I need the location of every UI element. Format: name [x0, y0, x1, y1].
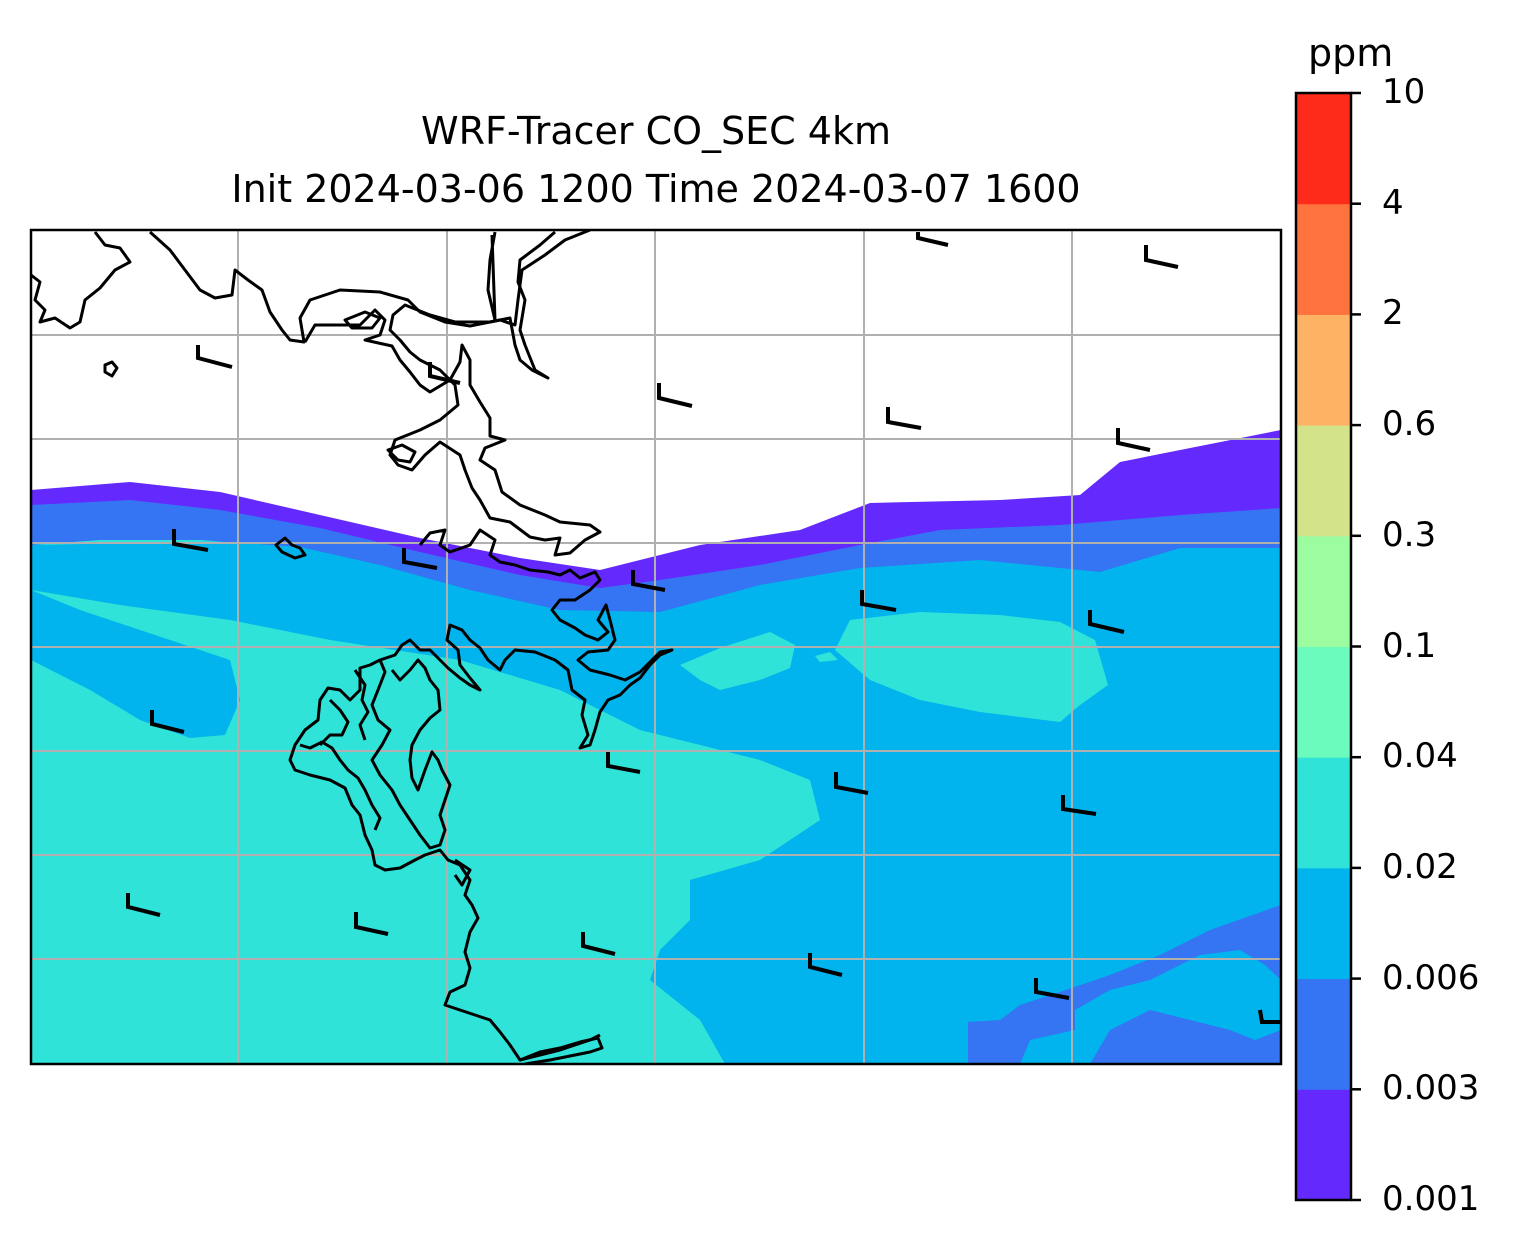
colorbar-segment — [1296, 203, 1351, 315]
colorbar-segment — [1296, 1089, 1351, 1201]
colorbar-tick-label: 0.001 — [1382, 1179, 1480, 1219]
coastline-island-3 — [386, 443, 417, 464]
contour-0.006-left — [31, 590, 240, 738]
chart-subtitle: Init 2024-03-06 1200 Time 2024-03-07 160… — [231, 167, 1081, 211]
wind-barb — [428, 362, 461, 385]
coastline-sound-2 — [299, 740, 382, 831]
colorbar — [1294, 91, 1361, 1202]
colorbar-tick-label: 0.04 — [1382, 736, 1458, 777]
colorbar-segment — [1296, 314, 1351, 426]
coastline-river — [486, 231, 497, 322]
colorbar-segment — [1296, 757, 1351, 869]
colorbar-tick-label: 10 — [1382, 72, 1426, 112]
coastline-north-2 — [148, 230, 591, 344]
wind-barb — [126, 893, 161, 917]
colorbar-tick-label: 4 — [1382, 182, 1404, 223]
colorbar-unit: ppm — [1308, 31, 1394, 75]
map-field — [31, 230, 1281, 1064]
wind-barb — [606, 752, 641, 774]
colorbar-segment — [1296, 867, 1351, 980]
coastline-island-4 — [343, 310, 382, 330]
colorbar-tick-label: 2 — [1382, 293, 1404, 334]
wind-barb — [1258, 1009, 1281, 1024]
contour-0.003-lower — [968, 905, 1281, 1064]
wind-barb — [1144, 245, 1179, 269]
wind-barb — [1061, 795, 1097, 816]
coastline-sound-3 — [318, 698, 350, 747]
colorbar-segment — [1296, 535, 1351, 647]
contour-0.006-lower-inner — [1020, 950, 1281, 1064]
wind-barb — [657, 383, 693, 408]
wind-barb — [631, 570, 666, 592]
wind-barbs — [126, 232, 1281, 1024]
wind-barb — [196, 345, 233, 369]
coastline-bay — [519, 1036, 604, 1064]
coastline-sound-4 — [353, 669, 370, 741]
coastline-inlet — [303, 230, 602, 557]
wind-barb — [834, 772, 869, 795]
wind-barb — [808, 953, 843, 977]
wind-barb — [1034, 978, 1070, 1000]
wind-barb — [1088, 610, 1125, 634]
colorbar-segment — [1296, 425, 1351, 537]
map-frame — [29, 228, 1283, 1066]
colorbar-tick-label: 0.02 — [1382, 846, 1458, 887]
wind-barb — [916, 232, 949, 247]
colorbar-tick-label: 0.003 — [1382, 1068, 1480, 1109]
wind-barb — [150, 710, 185, 734]
coastline-south-main — [288, 528, 674, 1062]
contour-0.02-island-1 — [835, 612, 1108, 722]
wind-barb — [402, 548, 438, 570]
chart-title: WRF-Tracer CO_SEC 4km — [421, 109, 891, 153]
coastline-sound-1 — [370, 658, 452, 850]
wind-barb — [581, 932, 616, 956]
wind-barb — [860, 590, 897, 612]
coastline-north — [31, 231, 132, 330]
colorbar-segment — [1296, 93, 1351, 205]
wind-barb — [354, 912, 389, 936]
colorbar-segment — [1296, 978, 1351, 1090]
colorbar-segment — [1296, 646, 1351, 758]
colorbar-tick-label: 0.006 — [1382, 957, 1480, 998]
coastlines — [31, 230, 674, 1064]
wind-barb — [1116, 428, 1151, 452]
contour-0.02-island-3 — [815, 652, 838, 662]
coastline-island-2 — [274, 536, 307, 560]
wind-barb — [172, 529, 209, 552]
colorbar-tick-label: 0.1 — [1382, 625, 1437, 666]
wind-barb — [886, 407, 922, 430]
gridlines — [31, 230, 1281, 1064]
coastline-lower — [453, 858, 472, 887]
coastline-island-small — [103, 360, 119, 378]
colorbar-tick-label: 0.6 — [1382, 404, 1437, 445]
colorbar-tick-label: 0.3 — [1382, 514, 1437, 555]
